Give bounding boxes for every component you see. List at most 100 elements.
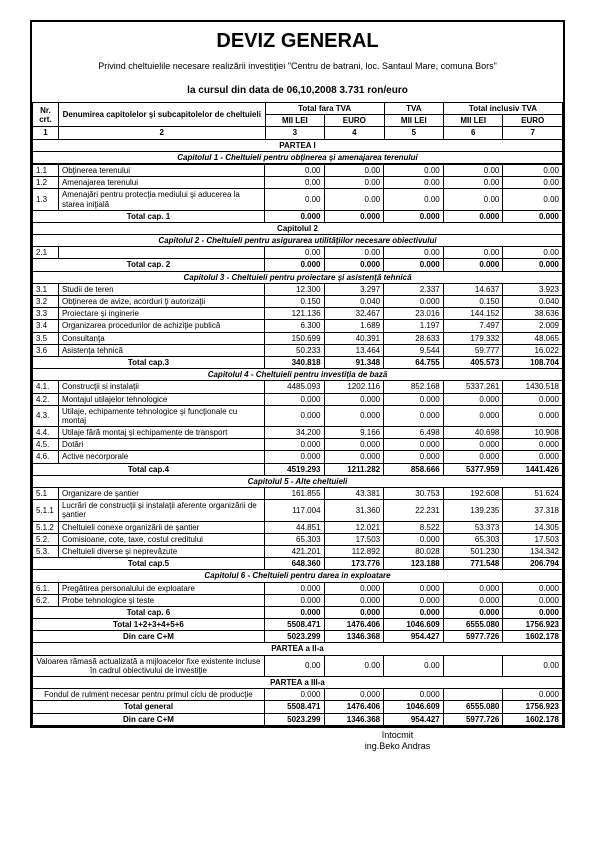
cell-val: 12.300 bbox=[264, 283, 324, 295]
cell-val: 161.855 bbox=[264, 488, 324, 500]
table-row: Valoarea rămasă actualizată a mijloacelo… bbox=[33, 655, 563, 676]
section-row: Capitolul 2 bbox=[33, 222, 563, 234]
rows-table: 1.1Obţinerea terenului0.000.000.000.000.… bbox=[32, 164, 563, 726]
total-val: 206.794 bbox=[503, 558, 563, 570]
cell-val: 43.381 bbox=[324, 488, 384, 500]
cell-val: 7.497 bbox=[443, 320, 503, 332]
total-row: Din care C+M5023.2991346.368954.4275977.… bbox=[33, 713, 563, 725]
table-row: 1.2Amenajarea terenului0.000.000.000.000… bbox=[33, 177, 563, 189]
cell-val: 0.00 bbox=[324, 247, 384, 259]
curs-line: la cursul din data de 06,10,2008 3.731 r… bbox=[32, 81, 563, 102]
cell-label: Construcţii si instalaţii bbox=[58, 381, 264, 393]
cell-val: 13.464 bbox=[324, 344, 384, 356]
section-title: Capitolul 3 - Cheltuieli pentru proiecta… bbox=[33, 271, 563, 283]
total-label: Total general bbox=[33, 701, 265, 713]
cell-val: 0.000 bbox=[264, 451, 324, 463]
section-title: Capitolul 2 - Cheltuieli pentru asigurar… bbox=[33, 235, 563, 247]
cell-val: 0.00 bbox=[264, 189, 324, 210]
cell-val: 16.022 bbox=[503, 344, 563, 356]
section-row: PARTEA a II-a bbox=[33, 643, 563, 655]
cell-val: 0.00 bbox=[324, 655, 384, 676]
cell-label: Valoarea rămasă actualizată a mijloacelo… bbox=[33, 655, 265, 676]
total-val: 5977.726 bbox=[443, 713, 503, 725]
table-row: 6.1.Pregătirea personalului de exploatar… bbox=[33, 582, 563, 594]
cell-nr: 4.5. bbox=[33, 439, 59, 451]
cell-label: Proiectare şi inginerie bbox=[58, 308, 264, 320]
cell-val: 0.00 bbox=[384, 177, 444, 189]
cell-label: Studii de teren bbox=[58, 283, 264, 295]
cell-label: Organizare de şantier bbox=[58, 488, 264, 500]
cell-val: 0.00 bbox=[264, 247, 324, 259]
cell-label: Dotări bbox=[58, 439, 264, 451]
cell-val: 6.498 bbox=[384, 427, 444, 439]
cell-val: 0.000 bbox=[384, 594, 444, 606]
cell-val: 0.000 bbox=[443, 582, 503, 594]
cell-val: 53.373 bbox=[443, 521, 503, 533]
total-val: 1476.406 bbox=[324, 619, 384, 631]
total-val: 0.000 bbox=[264, 606, 324, 618]
total-val: 64.755 bbox=[384, 356, 444, 368]
cell-nr: 1.3 bbox=[33, 189, 59, 210]
signature-block: întocmit ing.Beko Andras bbox=[200, 730, 595, 753]
cell-val: 134.342 bbox=[503, 545, 563, 557]
cell-val: 0.00 bbox=[503, 177, 563, 189]
cell-val: 121.136 bbox=[264, 308, 324, 320]
cell-val: 9.544 bbox=[384, 344, 444, 356]
cell-val: 0.000 bbox=[264, 393, 324, 405]
cell-val: 1.197 bbox=[384, 320, 444, 332]
table-row: 5.1Organizare de şantier161.85543.38130.… bbox=[33, 488, 563, 500]
total-val: 0.000 bbox=[264, 210, 324, 222]
table-row: 5.3.Cheltuieli diverse şi neprevăzute421… bbox=[33, 545, 563, 557]
cell-val: 80.028 bbox=[384, 545, 444, 557]
cell-val: 0.00 bbox=[264, 164, 324, 176]
total-val: 1441.426 bbox=[503, 463, 563, 475]
cell-val: 0.00 bbox=[324, 189, 384, 210]
section-title: PARTEA a II-a bbox=[33, 643, 563, 655]
table-row: 2.10.000.000.000.000.00 bbox=[33, 247, 563, 259]
total-val: 405.573 bbox=[443, 356, 503, 368]
total-val: 5377.959 bbox=[443, 463, 503, 475]
table-row: 4.2.Montajul utilajelor tehnologice0.000… bbox=[33, 393, 563, 405]
cell-nr: 3.6 bbox=[33, 344, 59, 356]
cell-val: 12.021 bbox=[324, 521, 384, 533]
cell-label: Cheltuieli diverse şi neprevăzute bbox=[58, 545, 264, 557]
total-label: Total cap.4 bbox=[33, 463, 265, 475]
hn5: 5 bbox=[384, 127, 443, 139]
total-row: Total general5508.4711476.4061046.609655… bbox=[33, 701, 563, 713]
cell-val: 34.200 bbox=[264, 427, 324, 439]
cell-val: 0.000 bbox=[443, 451, 503, 463]
total-row: Total cap.3340.81891.34864.755405.573108… bbox=[33, 356, 563, 368]
cell-val: 0.00 bbox=[503, 247, 563, 259]
cell-val: 59.777 bbox=[443, 344, 503, 356]
total-val: 0.000 bbox=[324, 210, 384, 222]
total-val: 173.776 bbox=[324, 558, 384, 570]
deviz-page: DEVIZ GENERAL Privind cheltuielile neces… bbox=[30, 20, 565, 728]
cell-val: 0.000 bbox=[443, 439, 503, 451]
cell-val: 32.467 bbox=[324, 308, 384, 320]
cell-val: 117.004 bbox=[264, 500, 324, 521]
cell-val: 40.391 bbox=[324, 332, 384, 344]
total-row: Total cap. 60.0000.0000.0000.0000.000 bbox=[33, 606, 563, 618]
cell-val bbox=[443, 689, 503, 701]
cell-val: 0.000 bbox=[503, 393, 563, 405]
cell-val: 0.000 bbox=[384, 405, 444, 426]
cell-val: 0.00 bbox=[503, 164, 563, 176]
hn4: 4 bbox=[325, 127, 385, 139]
section-title: Capitolul 6 - Cheltuieli pentru darea in… bbox=[33, 570, 563, 582]
cell-label: Obţinerea de avize, acorduri ţi autoriza… bbox=[58, 296, 264, 308]
cell-val: 31.360 bbox=[324, 500, 384, 521]
table-row: 5.1.2Cheltuieli conexe organizării de şa… bbox=[33, 521, 563, 533]
cell-nr: 5.3. bbox=[33, 545, 59, 557]
total-val: 5508.471 bbox=[264, 701, 324, 713]
total-val: 0.000 bbox=[324, 606, 384, 618]
cell-nr: 5.1.2 bbox=[33, 521, 59, 533]
cell-label: Asistenţa tehnică bbox=[58, 344, 264, 356]
hdr-c6: MII LEI bbox=[444, 115, 503, 127]
cell-val: 3.297 bbox=[324, 283, 384, 295]
cell-val: 48.065 bbox=[503, 332, 563, 344]
total-label: Din care C+M bbox=[33, 631, 265, 643]
cell-label: Amenajarea terenului bbox=[58, 177, 264, 189]
section-row: Capitolul 3 - Cheltuieli pentru proiecta… bbox=[33, 271, 563, 283]
cell-label: Utilaje fără montaj şi echipamente de tr… bbox=[58, 427, 264, 439]
cell-val: 0.150 bbox=[264, 296, 324, 308]
